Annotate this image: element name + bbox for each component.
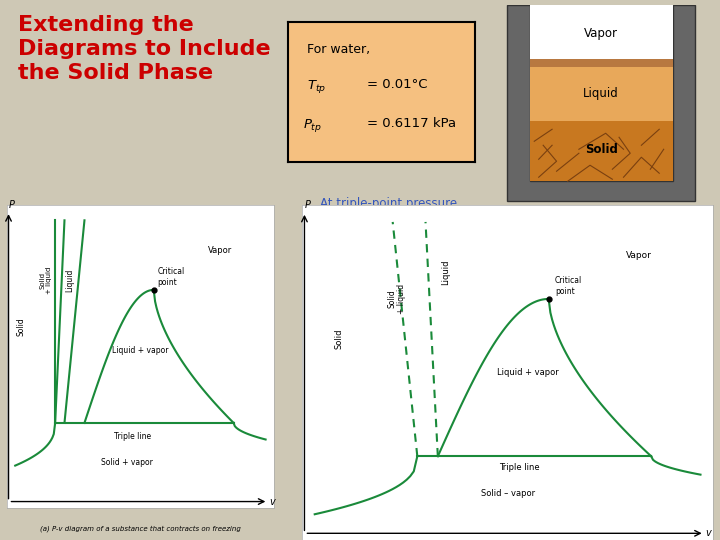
Text: Solid
+ liquid: Solid + liquid [387,284,407,314]
Text: Liquid + vapor: Liquid + vapor [112,346,168,355]
Text: Solid + vapor: Solid + vapor [101,458,153,467]
Text: P: P [305,200,310,210]
Text: Solid
+ liquid: Solid + liquid [40,267,53,294]
Text: $T_{tp}$: $T_{tp}$ [307,78,326,94]
Text: (a) P-v diagram of a substance that contracts on freezing: (a) P-v diagram of a substance that cont… [40,526,240,532]
Text: Solid: Solid [16,317,25,335]
Text: Liquid: Liquid [66,269,74,293]
Polygon shape [530,122,672,181]
Text: v: v [269,497,274,507]
Text: = 0.01°C: = 0.01°C [366,78,427,91]
Text: Critical
point: Critical point [158,267,185,287]
Text: Liquid: Liquid [441,259,451,285]
Text: Liquid: Liquid [583,87,619,100]
Text: Liquid + vapor: Liquid + vapor [498,368,559,377]
Polygon shape [530,68,672,122]
Text: = 0.6117 kPa: = 0.6117 kPa [366,117,456,130]
Polygon shape [508,5,695,201]
Text: Vapor: Vapor [208,246,233,255]
Text: Triple line: Triple line [114,432,151,441]
Text: $P_{tp}$: $P_{tp}$ [303,117,322,134]
Text: Extending the
Diagrams to Include
the Solid Phase: Extending the Diagrams to Include the So… [18,15,271,83]
Text: v: v [706,528,711,538]
Text: Solid – vapor: Solid – vapor [480,489,535,498]
Polygon shape [530,5,672,62]
Text: P: P [9,200,14,210]
Text: Vapor: Vapor [584,27,618,40]
Text: Triple line: Triple line [500,463,540,472]
Text: For water,: For water, [307,43,370,56]
Text: Solid: Solid [585,143,618,156]
Text: Vapor: Vapor [626,251,652,260]
Polygon shape [530,59,672,68]
Text: At triple-point pressure
and temperature, a
substance exists in three
phases in : At triple-point pressure and temperature… [315,197,463,267]
Text: Critical
point: Critical point [555,276,582,295]
Text: Solid: Solid [335,329,344,349]
